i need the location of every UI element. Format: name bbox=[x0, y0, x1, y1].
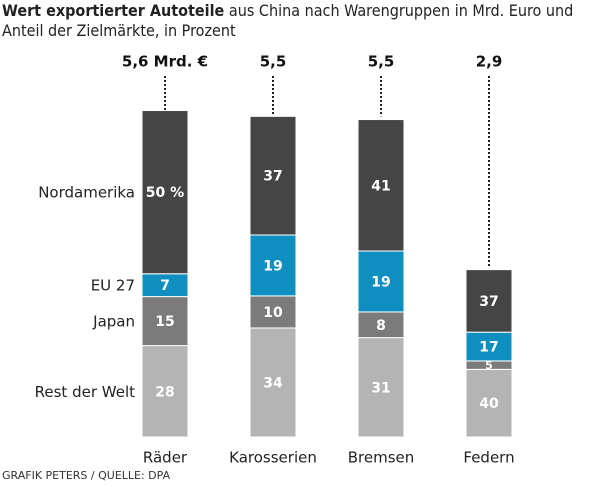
bar-segment bbox=[465, 368, 513, 438]
chart-title: Wert exportierter Autoteile bbox=[2, 1, 225, 20]
bar-segment bbox=[249, 234, 297, 297]
data-label: 5 bbox=[485, 359, 493, 372]
data-label: 7 bbox=[160, 278, 170, 294]
data-label: 10 bbox=[263, 305, 283, 321]
data-label: 28 bbox=[155, 384, 174, 400]
legend-label: Rest der Welt bbox=[35, 383, 135, 401]
bar-segment bbox=[357, 250, 405, 313]
header: Wert exportierter Autoteile aus China na… bbox=[2, 1, 598, 41]
data-label: 19 bbox=[371, 274, 390, 290]
data-label: 19 bbox=[263, 258, 282, 274]
legend-label: Nordamerika bbox=[38, 184, 135, 202]
x-tick-label: Karosserien bbox=[229, 449, 317, 467]
x-tick-label: Räder bbox=[143, 449, 188, 467]
total-label: 5,6 Mrd. € bbox=[122, 53, 208, 71]
bar-segment bbox=[249, 327, 297, 438]
data-label: 37 bbox=[263, 169, 282, 185]
data-label: 31 bbox=[371, 380, 390, 396]
legend-label: Japan bbox=[92, 313, 135, 331]
chart-subtitle: aus China nach Warengruppen in Mrd. Euro… bbox=[2, 1, 574, 40]
data-label: 41 bbox=[371, 178, 390, 194]
data-label: 37 bbox=[479, 294, 498, 310]
bar-segment bbox=[141, 296, 189, 347]
bar-segment bbox=[141, 345, 189, 438]
data-label: 17 bbox=[479, 340, 498, 356]
total-label: 5,5 bbox=[368, 53, 395, 71]
bar-segment bbox=[465, 269, 513, 333]
total-label: 2,9 bbox=[476, 53, 503, 71]
data-label: 50 % bbox=[146, 185, 184, 201]
x-tick-label: Federn bbox=[463, 449, 514, 467]
data-label: 40 bbox=[479, 396, 499, 412]
legend-label: EU 27 bbox=[91, 277, 135, 295]
bar-segment bbox=[249, 295, 297, 329]
bar-segment bbox=[141, 110, 189, 275]
x-tick-label: Bremsen bbox=[348, 449, 415, 467]
bar-segment bbox=[249, 115, 297, 236]
data-label: 8 bbox=[376, 318, 386, 334]
source: GRAFIK PETERS / QUELLE: DPA bbox=[2, 469, 171, 482]
data-label: 34 bbox=[263, 375, 283, 391]
bar-segment bbox=[357, 311, 405, 339]
bar-segment bbox=[357, 119, 405, 252]
data-label: 15 bbox=[155, 314, 174, 330]
total-label: 5,5 bbox=[260, 53, 287, 71]
bar-segment bbox=[357, 337, 405, 438]
